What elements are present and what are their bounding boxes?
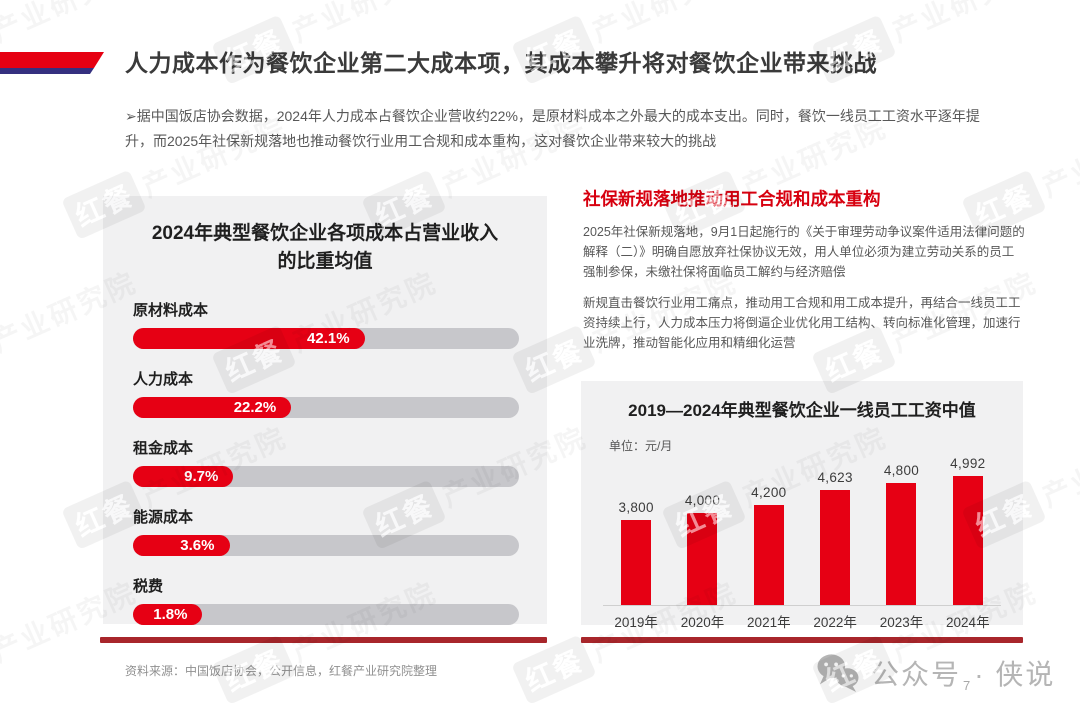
wage-chart-title: 2019—2024年典型餐饮企业一线员工工资中值: [628, 401, 976, 420]
wage-x-label: 2024年: [946, 615, 990, 630]
cost-bars: 原材料成本 42.1% 人力成本 22.2% 租金成本 9.7% 能源成本 3.6% 税费 1.8…: [133, 299, 519, 626]
cost-bar-value: 9.7%: [184, 468, 219, 486]
wage-bar-column: 4,000: [669, 493, 735, 605]
wage-bar-column: 3,800: [603, 500, 669, 605]
wage-x-label: 2022年: [813, 615, 857, 630]
wage-x-label: 2020年: [680, 615, 725, 630]
cost-bar-track: 9.7%: [133, 466, 519, 488]
cost-chart-title: 2024年典型餐饮企业各项成本占营业收入 的比重均值: [123, 220, 527, 275]
cost-bar-value: 42.1%: [307, 330, 350, 348]
watermark-text: 产业研究院: [1037, 421, 1080, 513]
cost-bar-group: 能源成本 3.6%: [133, 506, 519, 557]
cost-category-label: 租金成本: [133, 440, 194, 458]
cost-bar-track: 1.8%: [133, 604, 519, 626]
wage-bar-value: 4,623: [817, 470, 853, 485]
wechat-footer: 公众号 7· 侠说: [815, 653, 1055, 693]
wage-chart-card: 2019—2024年典型餐饮企业一线员工工资中值 单位：元/月 3,800 4,0…: [581, 381, 1023, 630]
policy-heading: 社保新规落地推动用工合规和成本重构: [583, 189, 881, 209]
cost-structure-card: 2024年典型餐饮企业各项成本占营业收入 的比重均值 原材料成本 42.1% 人力成…: [103, 196, 547, 626]
wage-bar-value: 3,800: [618, 500, 654, 515]
watermark-text: 产业研究院: [0, 0, 142, 48]
wage-chart-unit-label: 单位：元/月: [609, 439, 673, 453]
watermark-badge: 红餐: [511, 634, 597, 705]
cost-bar-fill: 1.8%: [133, 604, 203, 626]
wage-bar: [621, 520, 652, 605]
wage-bar-column: 4,800: [868, 463, 934, 605]
cost-bar-group: 人力成本 22.2%: [133, 368, 519, 419]
cost-bar-fill: 9.7%: [133, 466, 234, 488]
watermark-text: 产业研究院: [887, 0, 1042, 48]
wage-bar-value: 4,992: [950, 456, 986, 471]
cost-bar-value: 3.6%: [180, 537, 215, 555]
wage-bar-column: 4,623: [802, 470, 868, 605]
cost-bar-group: 原材料成本 42.1%: [133, 299, 519, 350]
cost-chart-title-line2: 的比重均值: [277, 250, 373, 272]
wage-x-label: 2021年: [747, 615, 791, 630]
cost-bar-fill: 42.1%: [133, 328, 365, 350]
wage-bar-value: 4,000: [684, 493, 721, 508]
page-number: 7: [963, 678, 973, 693]
wechat-chat-bubbles-icon: [817, 654, 859, 693]
policy-paragraph-2: 新规直击餐饮行业用工痛点，推动用工合规和用工成本提升，再结合一线员工工资持续上行…: [583, 296, 1021, 350]
watermark-text: 产业研究院: [287, 0, 442, 48]
watermark-text: 产业研究院: [1037, 111, 1080, 203]
wage-x-label: 2023年: [879, 615, 924, 630]
right-card-underline: [581, 637, 1023, 643]
wage-x-label: 2019年: [614, 615, 658, 630]
cost-bar-track: 3.6%: [133, 535, 519, 557]
wage-x-axis-labels: 2019年 2020年 2021年 2022年 2023年 2024年: [603, 611, 1001, 631]
wage-bar-column: 4,992: [935, 456, 1001, 605]
cost-bar-fill: 22.2%: [133, 397, 292, 419]
cost-bar-value: 22.2%: [233, 399, 277, 417]
wage-bar: [753, 505, 784, 605]
cost-bar-group: 租金成本 9.7%: [133, 437, 519, 488]
wage-bar-value: 4,800: [883, 463, 920, 478]
wage-bar: [952, 476, 983, 605]
left-card-underline: [100, 637, 547, 643]
policy-section: 社保新规落地推动用工合规和成本重构 2025年社保新规落地，9月1日起施行的《关…: [583, 186, 1025, 353]
cost-category-label: 能源成本: [133, 509, 194, 527]
cost-category-label: 原材料成本: [133, 302, 209, 320]
title-banner-flag-decoration: [0, 52, 104, 74]
intro-paragraph: ➢据中国饭店协会数据，2024年人力成本占餐饮企业营收约22%，是原材料成本之外…: [125, 108, 980, 150]
wage-bar: [820, 490, 851, 605]
watermark-text: 产业研究院: [587, 0, 742, 48]
source-note: 资料来源：中国饭店协会，公开信息，红餐产业研究院整理: [125, 664, 438, 678]
wage-bar: [886, 483, 917, 605]
cost-category-label: 人力成本: [133, 371, 194, 389]
cost-bar-track: 42.1%: [133, 328, 519, 350]
wage-bars-plot: 3,800 4,000 4,200 4,623 4,800 4,992: [603, 437, 1001, 606]
wage-bar: [687, 513, 718, 605]
policy-paragraph-1: 2025年社保新规落地，9月1日起施行的《关于审理劳动争议案件适用法律问题的解释…: [583, 225, 1025, 279]
cost-chart-title-line1: 2024年典型餐饮企业各项成本占营业收入: [151, 223, 499, 244]
cost-bar-fill: 3.6%: [133, 535, 230, 557]
wage-bar-value: 4,200: [751, 485, 787, 500]
wage-bar-column: 4,200: [736, 485, 802, 605]
cost-bar-group: 税费 1.8%: [133, 575, 519, 626]
page-title: 人力成本作为餐饮企业第二大成本项，其成本攀升将对餐饮企业带来挑战: [125, 50, 877, 76]
cost-category-label: 税费: [133, 578, 164, 596]
cost-bar-track: 22.2%: [133, 397, 519, 419]
cost-bar-value: 1.8%: [153, 606, 188, 624]
wechat-account-label: 公众号 7· 侠说: [871, 659, 1056, 693]
